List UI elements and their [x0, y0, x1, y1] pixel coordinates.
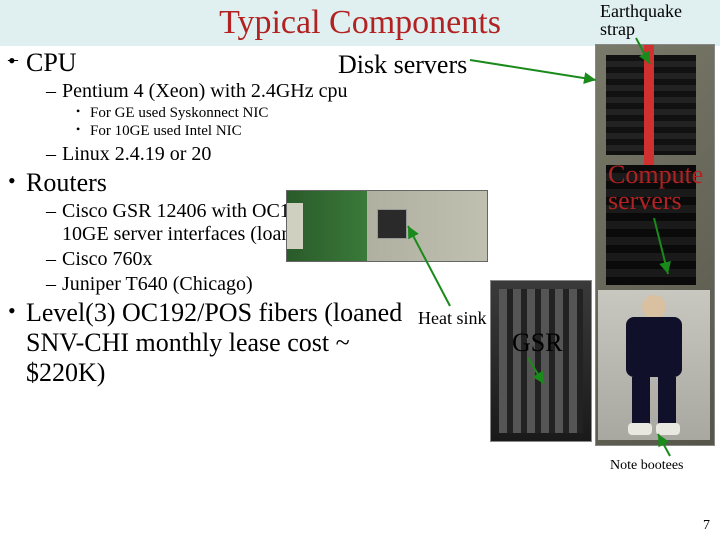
- compute-servers-label: Compute servers: [608, 162, 703, 214]
- bullet-pentium: Pentium 4 (Xeon) with 2.4GHz cpu: [46, 80, 428, 103]
- bullet-linux: Linux 2.4.19 or 20: [46, 143, 428, 166]
- earthquake-strap-label: Earthquake strap: [600, 2, 720, 38]
- heat-sink-label: Heat sink: [418, 308, 486, 329]
- bullet-ge-nic: For GE used Syskonnect NIC: [76, 105, 428, 122]
- bullet-juniper: Juniper T640 (Chicago): [46, 273, 428, 296]
- note-bootees-label: Note bootees: [610, 458, 683, 474]
- slide-title: Typical Components: [219, 4, 501, 41]
- bullet-cpu: CPU Pentium 4 (Xeon) with 2.4GHz cpu For…: [8, 48, 428, 166]
- gsr-label: GSR: [512, 328, 563, 358]
- bullet-tenge-nic: For 10GE used Intel NIC: [76, 123, 428, 140]
- bullet-level3: Level(3) OC192/POS fibers (loaned SNV-CH…: [8, 298, 426, 388]
- gsr-router-image: [490, 280, 592, 442]
- server-rack-image: [595, 44, 715, 446]
- nic-card-image: [286, 190, 488, 262]
- slide-number: 7: [703, 518, 710, 534]
